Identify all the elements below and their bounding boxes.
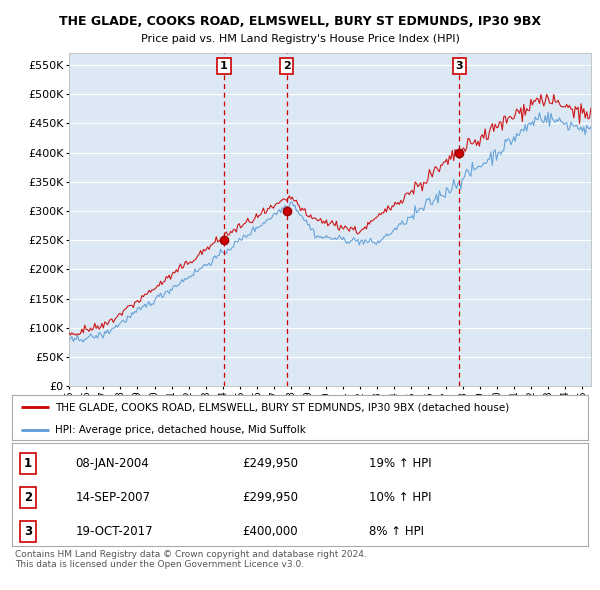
Text: 3: 3 xyxy=(455,61,463,71)
Text: 1: 1 xyxy=(220,61,228,71)
Text: £400,000: £400,000 xyxy=(242,525,298,538)
Text: 1: 1 xyxy=(24,457,32,470)
Text: £249,950: £249,950 xyxy=(242,457,298,470)
Text: HPI: Average price, detached house, Mid Suffolk: HPI: Average price, detached house, Mid … xyxy=(55,425,306,435)
Text: Price paid vs. HM Land Registry's House Price Index (HPI): Price paid vs. HM Land Registry's House … xyxy=(140,34,460,44)
Text: 3: 3 xyxy=(24,525,32,538)
Text: 19% ↑ HPI: 19% ↑ HPI xyxy=(369,457,432,470)
Text: THE GLADE, COOKS ROAD, ELMSWELL, BURY ST EDMUNDS, IP30 9BX: THE GLADE, COOKS ROAD, ELMSWELL, BURY ST… xyxy=(59,15,541,28)
Text: 14-SEP-2007: 14-SEP-2007 xyxy=(76,491,151,504)
Text: 2: 2 xyxy=(24,491,32,504)
Text: £299,950: £299,950 xyxy=(242,491,298,504)
Text: THE GLADE, COOKS ROAD, ELMSWELL, BURY ST EDMUNDS, IP30 9BX (detached house): THE GLADE, COOKS ROAD, ELMSWELL, BURY ST… xyxy=(55,402,509,412)
Text: 19-OCT-2017: 19-OCT-2017 xyxy=(76,525,153,538)
Text: Contains HM Land Registry data © Crown copyright and database right 2024.
This d: Contains HM Land Registry data © Crown c… xyxy=(15,550,367,569)
Text: 8% ↑ HPI: 8% ↑ HPI xyxy=(369,525,424,538)
Text: 08-JAN-2004: 08-JAN-2004 xyxy=(76,457,149,470)
Text: 10% ↑ HPI: 10% ↑ HPI xyxy=(369,491,431,504)
Text: 2: 2 xyxy=(283,61,290,71)
